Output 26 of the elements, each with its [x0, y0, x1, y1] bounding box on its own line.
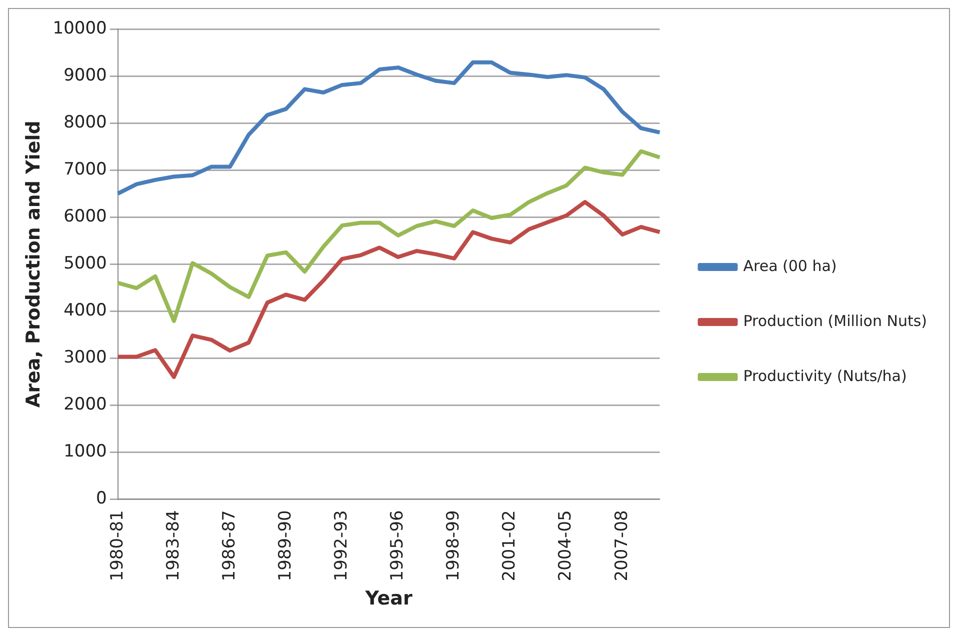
x-tick-label: 1980-81	[107, 510, 128, 582]
x-tick-label: 1998-99	[444, 510, 464, 582]
y-tick-label: 0	[96, 488, 107, 509]
legend-label: Area (00 ha)	[743, 256, 837, 275]
x-tick-label: 1989-90	[275, 510, 296, 582]
x-axis-title: Year	[364, 588, 413, 610]
y-axis-title: Area, Production and Yield	[22, 120, 44, 408]
x-tick-label: 1983-84	[163, 510, 184, 582]
y-tick-label: 4000	[64, 300, 107, 321]
x-tick-label: 2001-02	[500, 510, 520, 582]
y-tick-label: 5000	[64, 254, 107, 274]
x-tick-label: 1992-93	[332, 510, 352, 582]
y-tick-label: 9000	[64, 65, 107, 86]
y-tick-label: 6000	[64, 206, 107, 226]
legend-label: Productivity (Nuts/ha)	[743, 366, 907, 385]
y-tick-label: 10000	[52, 18, 107, 38]
x-tick-label: 1995-96	[388, 510, 408, 582]
y-tick-label: 3000	[64, 348, 107, 368]
x-tick-label: 2004-05	[556, 510, 576, 582]
y-tick-label: 8000	[64, 112, 107, 132]
y-tick-label: 2000	[64, 394, 107, 415]
y-tick-label: 1000	[64, 442, 107, 462]
x-tick-label: 2007-08	[612, 510, 632, 582]
y-tick-label: 7000	[64, 159, 107, 180]
legend-label: Production (Million Nuts)	[743, 312, 927, 330]
x-tick-label: 1986-87	[219, 510, 240, 582]
